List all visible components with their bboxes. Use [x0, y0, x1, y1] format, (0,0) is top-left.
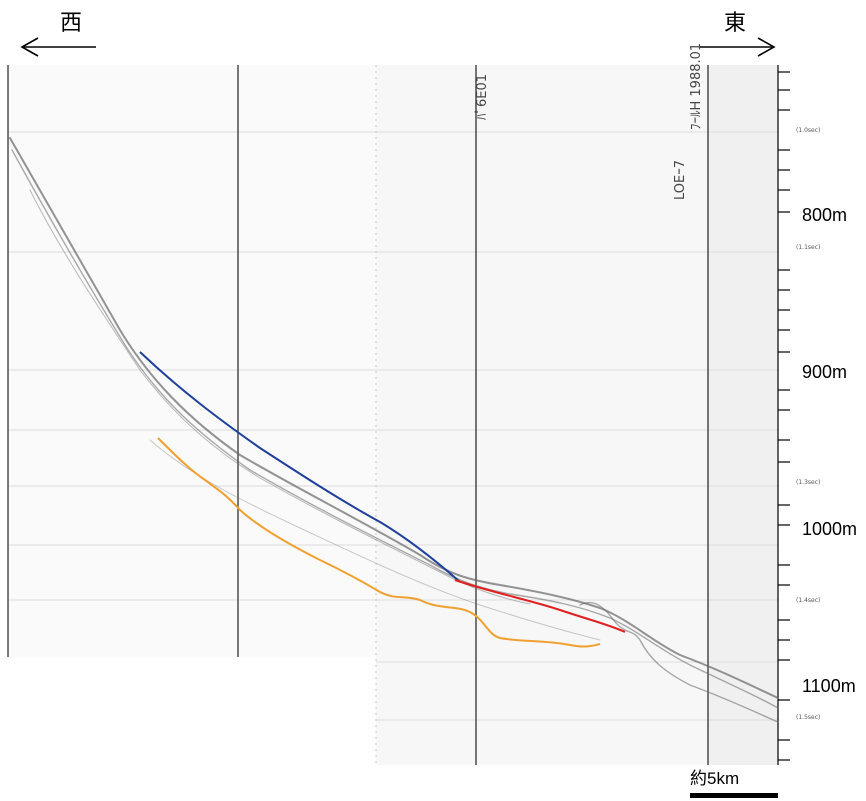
time-label-2: (1.1sec) — [796, 244, 820, 251]
time-label-1: (1.0sec) — [796, 127, 820, 134]
time-label-3: (1.3sec) — [796, 479, 820, 486]
east-arrow: 東 — [700, 11, 776, 57]
depth-label-800: 800m — [802, 205, 847, 225]
depth-label-1100: 1100m — [802, 676, 856, 696]
scale-bar: 約5km — [690, 769, 778, 798]
seafloor-reflections — [9, 137, 779, 723]
red-horizon-line — [454, 579, 626, 633]
timing-grid — [8, 131, 778, 721]
time-label-5: (1.5sec) — [796, 714, 820, 721]
annotation-line-a: ﾊﾟ6E01 — [475, 74, 490, 120]
annotation-line-c: LOEｰ7 — [673, 160, 688, 200]
depth-label-900: 900m — [802, 362, 847, 382]
scale-bar-label: 約5km — [690, 769, 739, 788]
depth-label-1000: 1000m — [802, 519, 857, 539]
depth-scale — [777, 65, 790, 765]
record-paper — [8, 65, 778, 765]
orange-horizon-line — [157, 437, 601, 648]
east-label: 東 — [724, 11, 746, 36]
blue-horizon-line — [139, 351, 461, 583]
west-arrow: 西 — [20, 11, 96, 57]
annotation-line-b: ﾌｰﾙH 1988.01 — [689, 43, 704, 130]
vertical-markers — [7, 65, 709, 765]
time-label-4: (1.4sec) — [796, 597, 820, 604]
west-label: 西 — [60, 11, 82, 36]
